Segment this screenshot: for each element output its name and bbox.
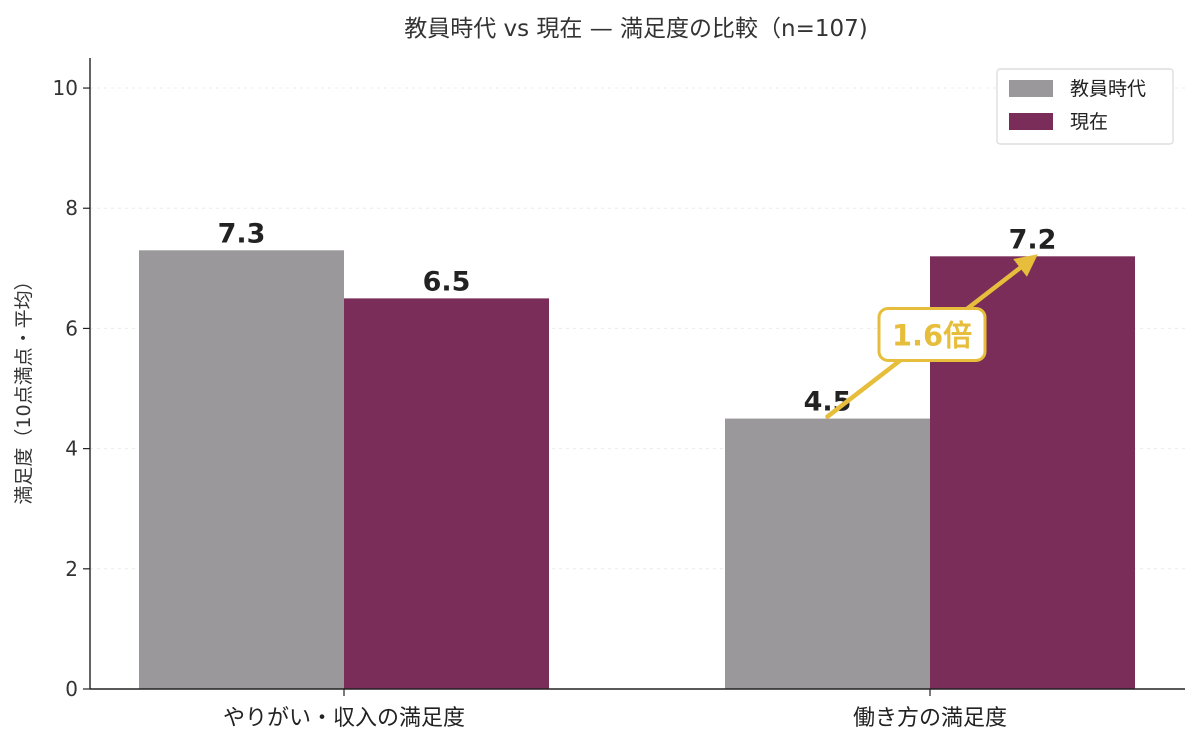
bars	[139, 250, 1135, 690]
bar-value-label: 7.2	[1009, 224, 1057, 255]
value-labels: 7.34.56.57.2	[218, 218, 1057, 417]
legend-swatch	[1009, 80, 1053, 97]
legend-label: 現在	[1070, 111, 1108, 133]
y-tick-label: 8	[65, 196, 78, 220]
legend-label: 教員時代	[1070, 78, 1146, 100]
y-tick-label: 0	[65, 677, 78, 701]
y-tick-label: 10	[53, 76, 78, 100]
bar-value-label: 6.5	[423, 266, 471, 297]
bar-teacher-1	[725, 418, 930, 689]
legend-swatch	[1009, 113, 1053, 130]
bar-current-0	[344, 298, 549, 689]
y-tick-label: 6	[65, 316, 78, 340]
chart-title: 教員時代 vs 現在 — 満足度の比較（n=107)	[404, 16, 868, 42]
growth-annotation: 1.6倍	[825, 254, 1038, 419]
bar-teacher-0	[139, 250, 344, 690]
axes: 0 2 4 6 8 10 やりがい・収入の満足度 働き方の満足度	[53, 58, 1185, 731]
x-tick-label: 働き方の満足度	[853, 706, 1007, 731]
x-tick-label: やりがい・収入の満足度	[223, 706, 465, 731]
annotation-text: 1.6倍	[892, 318, 972, 352]
annotation-badge	[877, 306, 987, 362]
bar-value-label: 7.3	[218, 218, 266, 249]
y-tick-label: 2	[65, 557, 78, 581]
y-axis-label: 満足度（10点満点・平均）	[13, 271, 35, 504]
y-tick-label: 4	[65, 437, 78, 461]
